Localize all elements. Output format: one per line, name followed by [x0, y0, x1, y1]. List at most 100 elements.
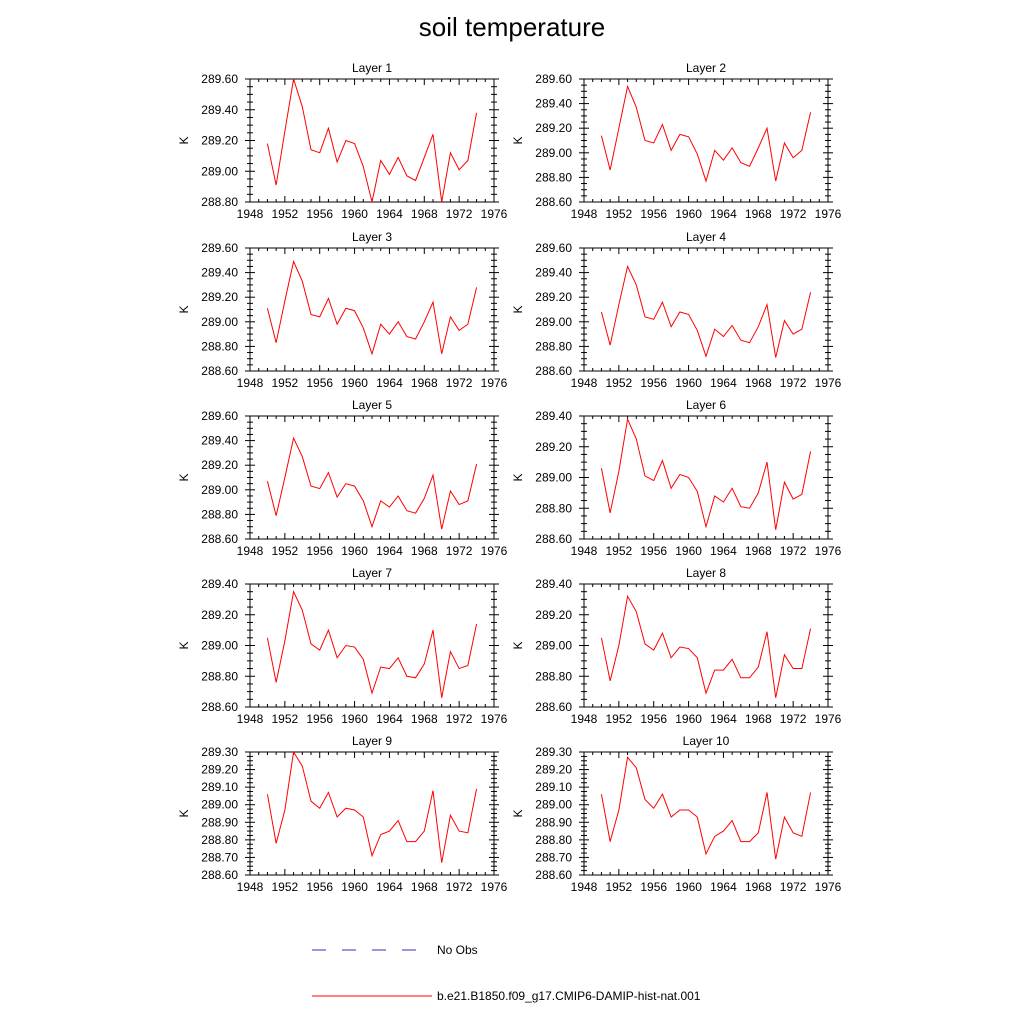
y-axis-label: K	[511, 473, 525, 481]
y-tick-label: 289.40	[535, 577, 572, 591]
y-tick-label: 288.60	[201, 364, 238, 378]
x-tick-label: 1968	[411, 376, 438, 390]
y-tick-label: 288.60	[535, 532, 572, 546]
x-tick-label: 1960	[341, 880, 368, 894]
x-tick-label: 1960	[341, 376, 368, 390]
x-tick-label: 1976	[815, 544, 842, 558]
y-tick-label: 288.70	[201, 850, 238, 864]
series-line	[600, 417, 812, 530]
y-tick-label: 289.40	[535, 266, 572, 280]
x-tick-label: 1960	[341, 207, 368, 221]
x-tick-label: 1972	[446, 376, 473, 390]
x-tick-label: 1964	[376, 207, 403, 221]
series-line	[266, 750, 478, 863]
x-tick-label: 1952	[272, 712, 299, 726]
panel-title: Layer 3	[352, 230, 392, 244]
panel-title: Layer 4	[686, 230, 726, 244]
y-tick-label: 289.20	[535, 440, 572, 454]
y-axis-label: K	[177, 809, 191, 817]
plot-frame	[249, 583, 495, 708]
y-tick-label: 289.00	[535, 146, 572, 160]
series-line	[266, 78, 478, 203]
y-tick-label: 289.40	[535, 409, 572, 423]
series-line	[600, 264, 812, 358]
panel-3: Layer 3 K 1948 1952 1956 1960 1964 1968 1972 1976…	[177, 230, 508, 390]
x-tick-label: 1960	[341, 712, 368, 726]
x-tick-label: 1968	[745, 544, 772, 558]
plot-frame	[583, 751, 829, 876]
x-tick-label: 1960	[341, 544, 368, 558]
x-tick-label: 1948	[571, 712, 598, 726]
x-tick-label: 1964	[710, 207, 737, 221]
x-tick-label: 1952	[272, 376, 299, 390]
x-tick-label: 1960	[675, 207, 702, 221]
x-tick-label: 1948	[237, 544, 264, 558]
x-tick-label: 1960	[675, 544, 702, 558]
series-line	[266, 436, 478, 530]
x-tick-label: 1976	[815, 376, 842, 390]
y-tick-label: 289.40	[201, 266, 238, 280]
panel-5: Layer 5 K 1948 1952 1956 1960 1964 1968 1972 1976…	[177, 398, 508, 558]
x-tick-label: 1956	[306, 376, 333, 390]
y-axis-label: K	[177, 473, 191, 481]
y-axis-label: K	[511, 305, 525, 313]
panel-7: Layer 7 K 1948 1952 1956 1960 1964 1968 1972 1976…	[177, 566, 508, 726]
y-tick-label: 289.40	[535, 97, 572, 111]
x-tick-label: 1960	[675, 376, 702, 390]
y-tick-label: 288.60	[535, 700, 572, 714]
x-tick-label: 1968	[745, 880, 772, 894]
y-tick-label: 288.60	[535, 195, 572, 209]
panel-6: Layer 6 K 1948 1952 1956 1960 1964 1968 1972 1976…	[511, 398, 842, 558]
y-tick-label: 288.80	[201, 669, 238, 683]
x-tick-label: 1956	[640, 544, 667, 558]
x-tick-label: 1972	[780, 712, 807, 726]
x-tick-label: 1952	[272, 207, 299, 221]
plot-frame	[583, 415, 829, 540]
x-tick-label: 1976	[481, 880, 508, 894]
x-tick-label: 1972	[446, 544, 473, 558]
x-tick-label: 1968	[411, 880, 438, 894]
x-tick-label: 1964	[710, 544, 737, 558]
x-tick-label: 1964	[376, 880, 403, 894]
y-tick-label: 289.00	[201, 798, 238, 812]
y-tick-label: 288.90	[201, 815, 238, 829]
series-line	[600, 84, 812, 183]
x-tick-label: 1956	[640, 880, 667, 894]
x-tick-label: 1948	[237, 207, 264, 221]
x-tick-label: 1956	[306, 880, 333, 894]
y-tick-label: 288.80	[201, 195, 238, 209]
y-tick-label: 289.30	[535, 745, 572, 759]
y-tick-label: 289.00	[201, 315, 238, 329]
y-tick-label: 288.80	[535, 833, 572, 847]
x-tick-label: 1948	[237, 712, 264, 726]
plot-frame	[249, 415, 495, 540]
x-tick-label: 1952	[606, 880, 633, 894]
y-axis-label: K	[177, 641, 191, 649]
y-tick-label: 289.20	[201, 290, 238, 304]
y-tick-label: 288.90	[535, 815, 572, 829]
panel-10: Layer 10 K 1948 1952 1956 1960 1964 1968 1972 197…	[511, 734, 842, 894]
panel-title: Layer 9	[352, 734, 392, 748]
y-tick-label: 289.00	[535, 798, 572, 812]
x-tick-label: 1968	[745, 376, 772, 390]
y-tick-label: 288.80	[535, 339, 572, 353]
y-tick-label: 288.80	[201, 339, 238, 353]
y-tick-label: 289.20	[201, 608, 238, 622]
series-line	[600, 756, 812, 860]
x-tick-label: 1948	[237, 880, 264, 894]
x-tick-label: 1956	[306, 712, 333, 726]
y-tick-label: 289.00	[201, 483, 238, 497]
panel-title: Layer 6	[686, 398, 726, 412]
x-tick-label: 1952	[606, 544, 633, 558]
legend: No Obs b.e21.B1850.f09_g17.CMIP6-DAMIP-hi…	[312, 943, 701, 1003]
y-tick-label: 289.00	[201, 164, 238, 178]
series-line	[266, 259, 478, 356]
x-tick-label: 1972	[446, 207, 473, 221]
panel-title: Layer 7	[352, 566, 392, 580]
x-tick-label: 1972	[780, 880, 807, 894]
panel-4: Layer 4 K 1948 1952 1956 1960 1964 1968 1972 1976…	[511, 230, 842, 390]
x-tick-label: 1960	[675, 712, 702, 726]
y-tick-label: 289.10	[201, 780, 238, 794]
x-tick-label: 1956	[306, 207, 333, 221]
